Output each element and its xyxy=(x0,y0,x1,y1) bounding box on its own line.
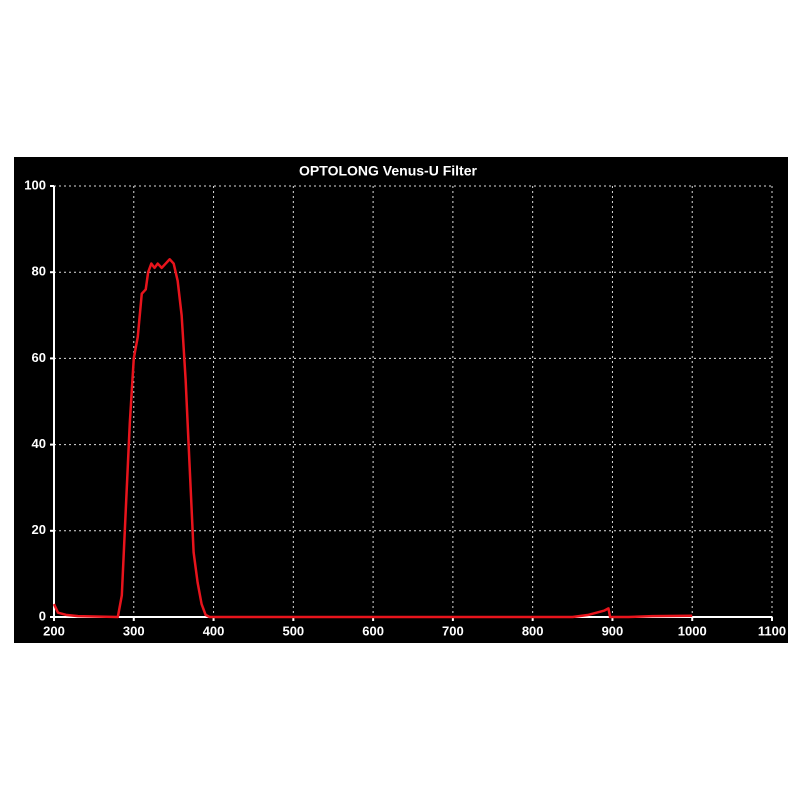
y-tick-label: 40 xyxy=(32,436,46,451)
x-tick-label: 1000 xyxy=(678,623,707,638)
chart-background xyxy=(14,157,788,643)
y-tick-label: 100 xyxy=(24,177,46,192)
y-tick-label: 20 xyxy=(32,522,46,537)
x-tick-label: 1100 xyxy=(758,623,786,638)
y-tick-label: 80 xyxy=(32,264,46,279)
x-tick-label: 900 xyxy=(602,623,624,638)
chart-title: OPTOLONG Venus-U Filter xyxy=(299,163,477,179)
x-tick-label: 200 xyxy=(43,623,65,638)
x-tick-label: 300 xyxy=(123,623,145,638)
x-tick-label: 700 xyxy=(442,623,464,638)
x-tick-label: 400 xyxy=(203,623,225,638)
x-tick-label: 800 xyxy=(522,623,544,638)
y-tick-label: 60 xyxy=(32,350,46,365)
data-line xyxy=(52,258,693,619)
y-tick-label: 0 xyxy=(39,608,46,623)
x-tick-label: 600 xyxy=(362,623,384,638)
x-tick-label: 500 xyxy=(282,623,304,638)
